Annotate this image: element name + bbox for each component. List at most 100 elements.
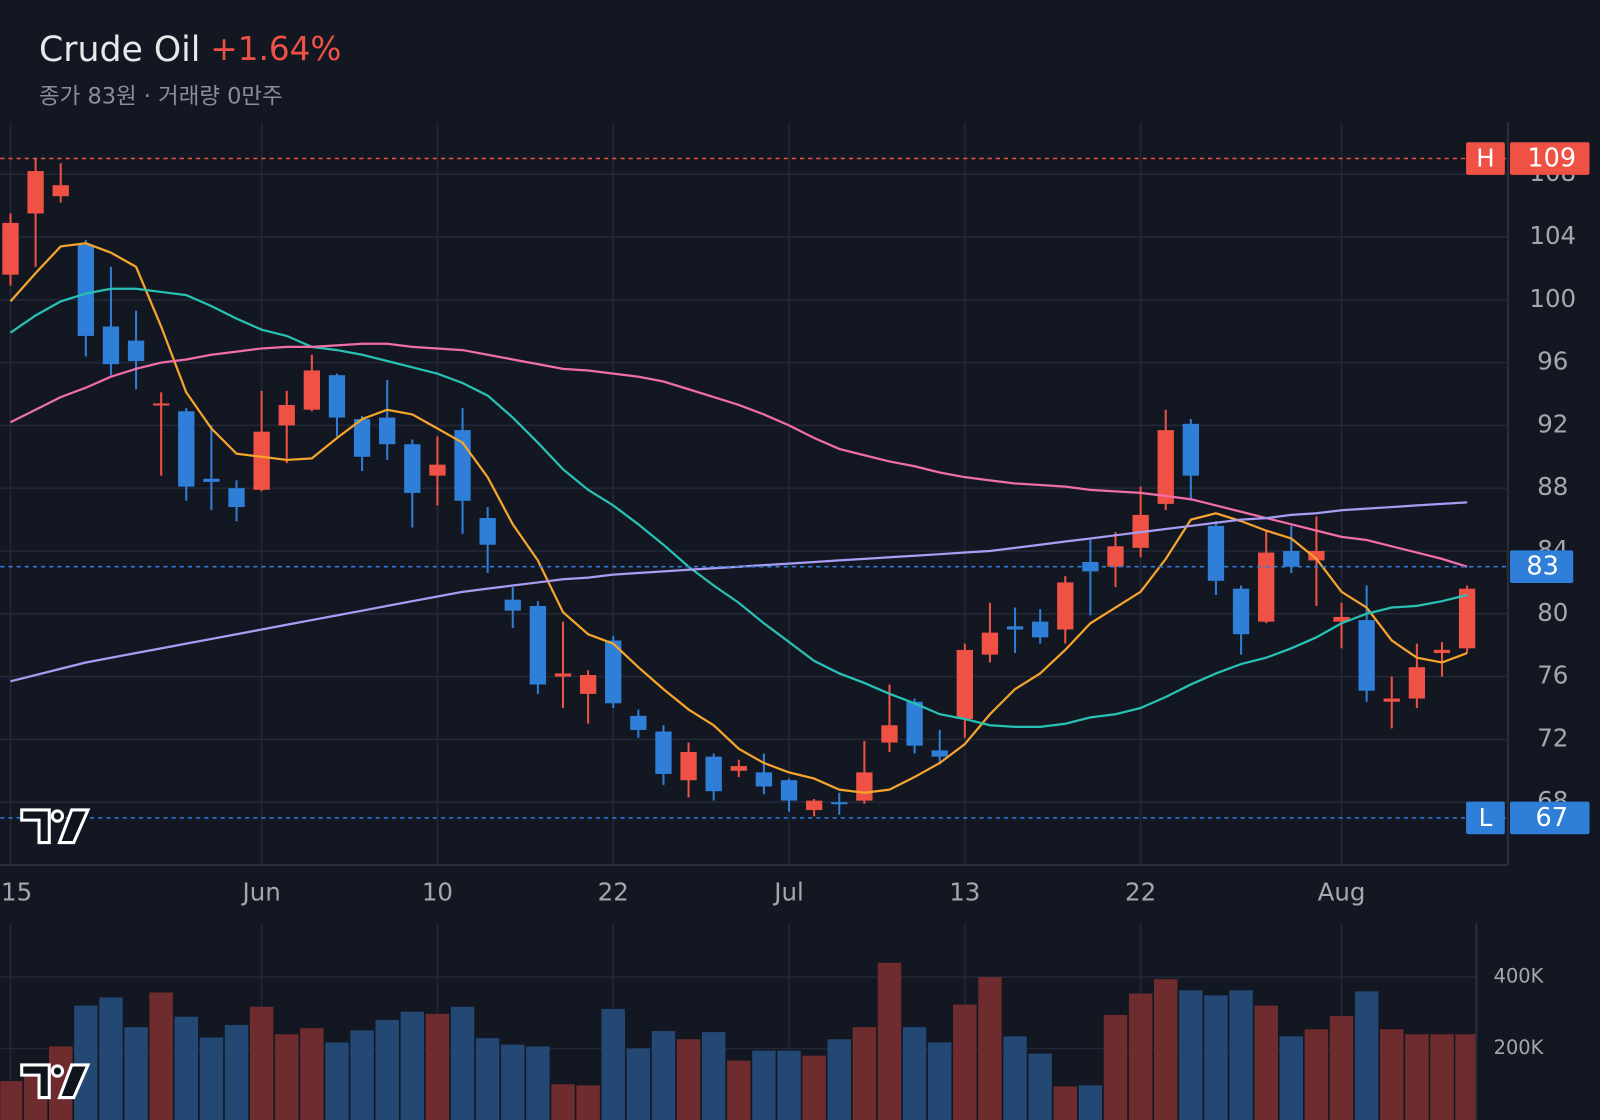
volume-bar	[224, 1024, 249, 1120]
volume-bar	[350, 1030, 374, 1120]
x-tick-label: 10	[422, 878, 453, 907]
volume-bar	[1304, 1029, 1329, 1120]
candle-body	[52, 185, 69, 197]
volume-bar	[0, 1081, 23, 1120]
price-box	[1509, 801, 1590, 835]
logo-mark	[57, 1063, 91, 1100]
candle-body	[1258, 552, 1275, 622]
volume-bar	[300, 1028, 324, 1120]
volume-bar	[1405, 1034, 1429, 1120]
volume-tick-label: 200K	[1494, 1036, 1545, 1059]
price-label: 109	[1527, 144, 1576, 174]
volume-bar	[425, 1013, 450, 1120]
volume-bar	[1430, 1034, 1454, 1120]
moving-average	[10, 501, 1468, 683]
y-tick-label: 76	[1537, 661, 1568, 690]
candle-body	[253, 431, 270, 490]
marker-box	[1466, 142, 1505, 175]
price-box	[1509, 550, 1574, 584]
candle-body	[956, 649, 973, 719]
volume-bar	[727, 1060, 751, 1120]
volume-bar	[501, 1044, 525, 1120]
candle-body	[554, 673, 572, 677]
subtitle: 종가 83원 · 거래량 0만주	[39, 83, 283, 109]
volume-bar	[1154, 979, 1178, 1120]
candle-body	[906, 701, 923, 746]
x-tick-label: 13	[949, 878, 980, 907]
volume-bar	[626, 1048, 651, 1120]
axes: 6872768084889296100104108200K400K15Jun10…	[0, 122, 1590, 1120]
logo-mark	[20, 1063, 51, 1100]
volume-bar	[99, 997, 123, 1120]
volume-bar	[953, 1004, 977, 1120]
candle-body	[353, 419, 371, 457]
candle-body	[1358, 620, 1375, 691]
price-label: 67	[1536, 803, 1568, 833]
change: +1.64%	[210, 30, 341, 68]
price-box	[1509, 142, 1590, 175]
volume-bar	[1279, 1036, 1304, 1120]
volume-bar	[1455, 1034, 1477, 1120]
candle-body	[630, 715, 647, 730]
volume-bar	[375, 1019, 399, 1120]
volume-bar	[777, 1050, 801, 1120]
candle-body	[780, 780, 798, 801]
candle-body	[379, 417, 396, 445]
marker-letter: H	[1476, 144, 1494, 173]
volume-bar	[475, 1038, 500, 1120]
y-tick-label: 104	[1529, 221, 1576, 250]
logo-mark	[20, 808, 51, 845]
candle-body	[479, 518, 496, 545]
candle-body	[278, 404, 295, 426]
volume-bar	[676, 1039, 701, 1120]
candle-body	[27, 171, 44, 214]
candle-body	[730, 766, 747, 771]
volume-bar	[1103, 1014, 1128, 1120]
candle-body	[856, 772, 873, 801]
candle-body	[1232, 588, 1250, 635]
logo	[20, 1063, 91, 1100]
candle-body	[203, 478, 220, 482]
candle-body	[805, 800, 823, 811]
candle-body	[2, 222, 19, 275]
candle-body	[1207, 525, 1225, 581]
candle-body	[1383, 698, 1400, 702]
candle-body	[1283, 551, 1300, 567]
y-tick-label: 96	[1537, 347, 1568, 376]
volume-bar	[1128, 993, 1153, 1120]
candle-body	[404, 444, 421, 493]
candle-body	[127, 340, 145, 362]
candle-body	[655, 731, 672, 774]
volume-bar	[1179, 990, 1203, 1120]
volume-bar	[124, 1027, 148, 1120]
volume-bar	[601, 1008, 625, 1120]
candle-body	[77, 244, 94, 336]
candle-body	[529, 605, 547, 685]
volume-bar	[1003, 1036, 1027, 1120]
x-tick-label: 22	[1125, 878, 1156, 907]
x-tick-label: 22	[598, 878, 629, 907]
volume-bar	[576, 1085, 600, 1120]
volume-bar	[1254, 1005, 1278, 1120]
x-tick-label: Aug	[1318, 878, 1366, 907]
candle-body	[1006, 626, 1024, 630]
volume-bar	[1204, 995, 1228, 1120]
volume-bar	[551, 1084, 575, 1120]
candle-body	[1333, 616, 1350, 622]
volume-bar	[199, 1037, 224, 1120]
candle-body	[504, 599, 521, 611]
volume-bar	[827, 1039, 851, 1120]
volume-bar	[802, 1055, 826, 1120]
logo-mark	[57, 808, 91, 845]
volume-bar	[852, 1027, 877, 1120]
volume-bar	[249, 1006, 274, 1120]
candle-body	[178, 411, 195, 487]
candle-body	[755, 772, 773, 787]
logo-mark	[50, 809, 65, 823]
price-label: 83	[1526, 552, 1558, 582]
chart-title: Crude Oil	[39, 30, 200, 70]
candle-body	[328, 375, 346, 418]
volume-bar	[1078, 1085, 1103, 1120]
